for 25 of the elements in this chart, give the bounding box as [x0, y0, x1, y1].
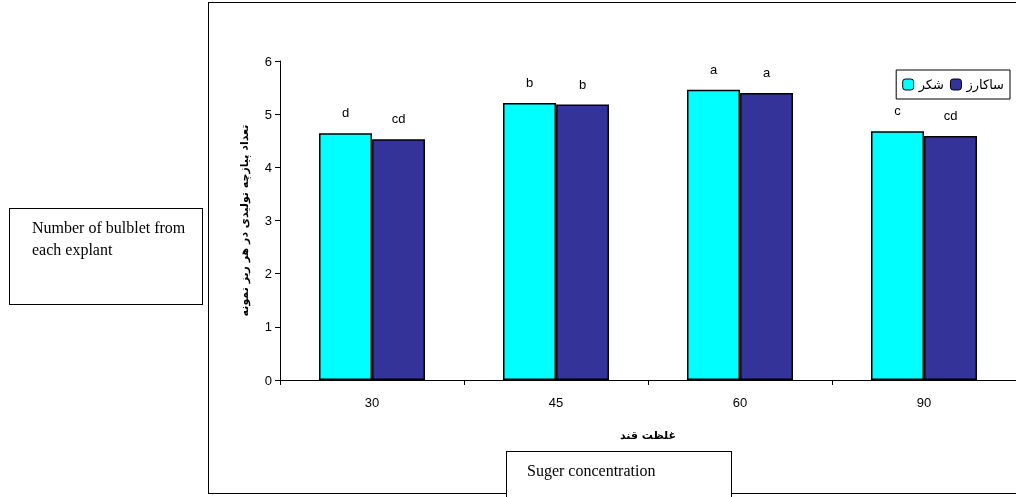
text: Suger concentration — [506, 451, 732, 497]
x-tick-label: 90 — [916, 395, 932, 410]
data-label: b — [525, 75, 534, 90]
data-label: b — [578, 76, 587, 92]
data-label: c — [894, 103, 902, 119]
data-label: d — [341, 105, 350, 121]
y-tick-label: 0 — [264, 372, 272, 388]
legend-label: ساکارز — [965, 77, 1004, 93]
data-label: a — [762, 64, 771, 80]
data-label: cd — [943, 107, 958, 123]
text: Number of bulblet from each explant — [9, 208, 203, 305]
x-tick-label: 60 — [732, 395, 748, 410]
y-tick-label: 4 — [264, 159, 272, 175]
y-tick-label: 3 — [264, 213, 272, 228]
y-axis-title: تعداد پیازچه تولیدی در هر ریز نمونه — [238, 124, 251, 317]
x-tick-label: 30 — [364, 395, 380, 410]
y-tick-label: 2 — [264, 266, 272, 282]
y-tick-label: 1 — [264, 319, 272, 335]
legend-label: شکر — [917, 77, 944, 93]
y-tick-label: 6 — [264, 53, 272, 69]
x-axis-title: غلظت قند — [619, 429, 677, 442]
y-tick-label: 5 — [264, 106, 272, 122]
data-label: a — [709, 61, 718, 77]
x-tick-label: 45 — [548, 395, 564, 410]
data-label: cd — [391, 111, 406, 127]
